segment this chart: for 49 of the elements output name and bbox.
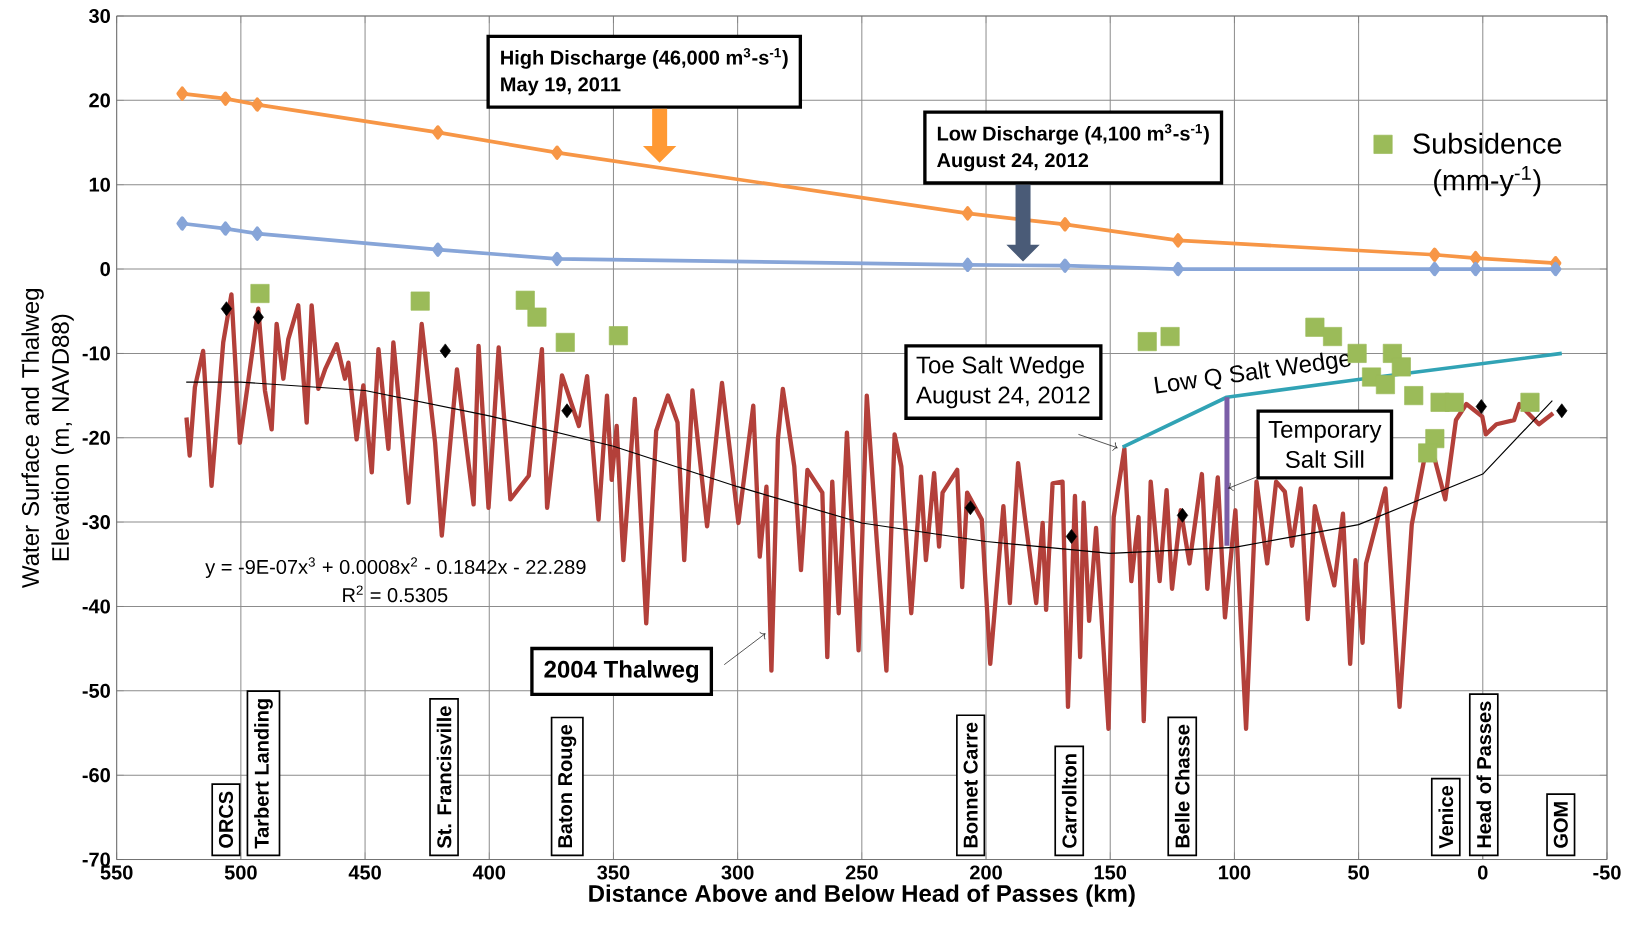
y-tick-label: -40 — [82, 599, 110, 614]
annotation: Venice — [1438, 786, 1454, 849]
x-tick-label: -50 — [1593, 865, 1621, 880]
y-tick-label: 0 — [100, 262, 110, 277]
annotation: Baton Rouge — [558, 725, 577, 848]
x-tick-label: 400 — [472, 865, 506, 880]
legend-label: Subsidence (mm-y$^{-1}$) — [1413, 132, 1562, 197]
annotation: Belle Chasse — [1174, 725, 1190, 848]
x-tick-label: 450 — [348, 865, 381, 880]
annotation: y = -9E-07x$^{3}$ + 0.0008x$^{2}$ - 0.1842x - 22.289 — [205, 557, 586, 579]
annotation: 2004 Thalweg — [544, 660, 699, 683]
annotation: Head of Passes — [1476, 701, 1492, 848]
annotation: August 24, 2012 — [916, 386, 1090, 409]
y-tick-label: -30 — [82, 515, 110, 530]
x-tick-label: 150 — [1094, 865, 1127, 880]
annotation: High Discharge (46,000 m$^{3}$-s$^{-1}$) — [501, 48, 788, 70]
annotation: Salt Sill — [1285, 450, 1364, 469]
annotation: St. Francisville — [436, 706, 452, 849]
y-tick-label: -50 — [82, 683, 110, 699]
y-tick-label: -10 — [82, 346, 110, 361]
x-tick-label: 100 — [1218, 865, 1251, 880]
y-tick-label: -20 — [82, 430, 110, 446]
x-tick-label: 550 — [100, 865, 133, 880]
y-tick-label: -70 — [82, 852, 110, 867]
x-tick-label: 250 — [845, 865, 878, 880]
annotation: Low Discharge (4,100 m$^{3}$-s$^{-1}$) — [937, 124, 1209, 145]
x-axis-title: Distance Above and Below Head of Passes (km) — [589, 884, 1135, 907]
x-tick-label: 350 — [597, 865, 630, 880]
annotation: Bonnet Carre — [963, 722, 978, 848]
y-tick-label: -60 — [82, 768, 110, 783]
annotation: Temporary — [1268, 421, 1382, 443]
annotation: Low Q Salt Wedge — [1154, 352, 1351, 394]
y-tick-label: 20 — [89, 93, 110, 108]
y-tick-label: 10 — [89, 177, 110, 193]
annotation: R$^{2}$ = 0.5305 — [343, 585, 448, 603]
annotation: ORCS — [218, 791, 234, 849]
annotation: Tarbert Landing — [254, 699, 273, 849]
x-tick-label: 500 — [224, 865, 257, 880]
y-axis-title: Water Surface and Thalweg Elevation (m, NAVD88) — [21, 289, 74, 589]
annotation: Toe Salt Wedge — [916, 356, 1084, 379]
annotation: Carrollton — [1061, 754, 1077, 849]
annotation: GOM — [1553, 802, 1568, 849]
x-tick-label: 200 — [970, 865, 1002, 880]
x-tick-label: 300 — [721, 865, 754, 880]
x-tick-label: 50 — [1348, 865, 1369, 880]
annotation: August 24, 2012 — [937, 153, 1089, 172]
annotation: May 19, 2011 — [501, 77, 621, 96]
y-tick-label: 30 — [89, 9, 110, 24]
x-tick-label: 0 — [1478, 865, 1488, 880]
